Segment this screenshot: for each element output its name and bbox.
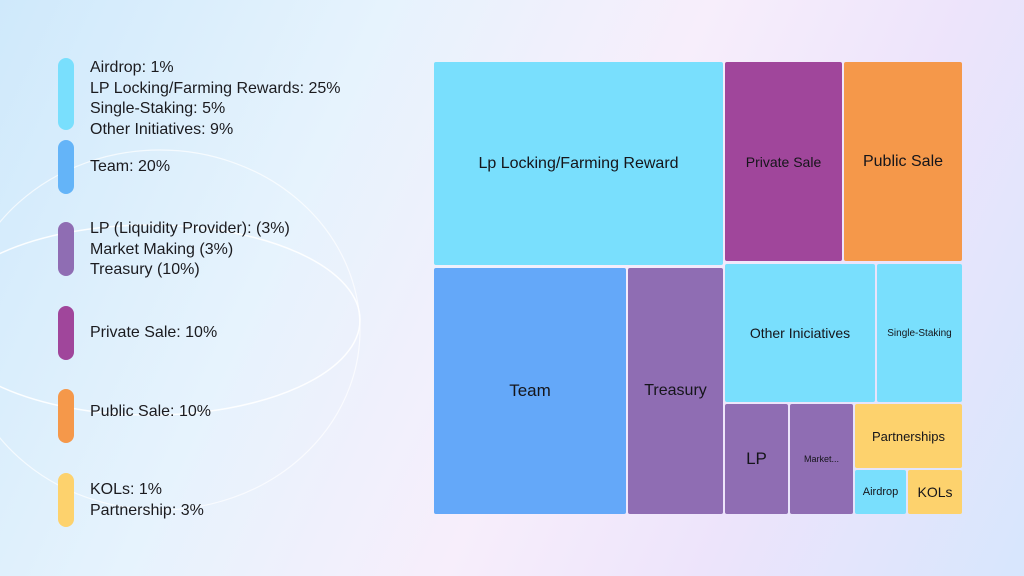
legend-item: LP (Liquidity Provider): (3%) bbox=[90, 220, 290, 237]
legend-swatch bbox=[58, 140, 74, 194]
legend-item: Other Initiatives: 9% bbox=[90, 120, 234, 138]
treemap-tile: Other Iniciatives bbox=[725, 264, 875, 402]
legend-item: Partnership: 3% bbox=[90, 501, 204, 519]
treemap-tile: Market... bbox=[790, 404, 853, 514]
treemap-tile-label: Lp Locking/Farming Reward bbox=[478, 154, 679, 172]
treemap-tile: Airdrop bbox=[855, 470, 906, 514]
legend-swatch bbox=[58, 473, 74, 527]
treemap-tile-label: Treasury bbox=[644, 382, 707, 399]
treemap-tile-label: Airdrop bbox=[862, 486, 899, 498]
legend-item: Team: 20% bbox=[90, 158, 171, 175]
treemap-tile: Partnerships bbox=[855, 404, 962, 468]
treemap-tile: Single-Staking bbox=[877, 264, 962, 402]
legend-swatch bbox=[58, 389, 74, 443]
treemap-tile-label: Team bbox=[509, 381, 551, 400]
treemap-tile-label: Single-Staking bbox=[887, 327, 952, 339]
treemap-tile-label: Partnerships bbox=[872, 428, 945, 444]
treemap-tile-label: Public Sale bbox=[862, 152, 944, 170]
treemap-tile: Treasury bbox=[628, 268, 723, 514]
treemap-tile-label: Market... bbox=[803, 454, 839, 464]
treemap-tile: Public Sale bbox=[844, 62, 962, 261]
treemap-tile: Team bbox=[434, 268, 626, 514]
treemap-tile-label: Private Sale bbox=[745, 153, 822, 170]
legend-item: Private Sale: 10% bbox=[90, 324, 218, 341]
treemap-tile-label: LP bbox=[746, 449, 767, 468]
treemap-tile: LP bbox=[725, 404, 788, 514]
legend-item: LP Locking/Farming Rewards: 25% bbox=[90, 79, 341, 97]
legend: Airdrop: 1% LP Locking/Farming Rewards: 2… bbox=[0, 0, 400, 576]
treemap-tile-label: KOLs bbox=[917, 484, 953, 500]
legend-swatch bbox=[58, 306, 74, 360]
legend-item: Public Sale: 10% bbox=[90, 403, 211, 420]
legend-item: KOLs: 1% bbox=[90, 481, 163, 498]
legend-item: Treasury (10%) bbox=[90, 261, 200, 278]
treemap-tile: Private Sale bbox=[725, 62, 842, 261]
legend-item: Single-Staking: 5% bbox=[90, 100, 226, 117]
treemap-tile: Lp Locking/Farming Reward bbox=[434, 62, 723, 265]
treemap-tile: KOLs bbox=[908, 470, 962, 514]
legend-item: Airdrop: 1% bbox=[90, 59, 174, 76]
legend-swatch bbox=[58, 58, 74, 130]
legend-item: Market Making (3%) bbox=[90, 240, 234, 258]
treemap-tile-label: Other Iniciatives bbox=[749, 325, 851, 341]
legend-swatch bbox=[58, 222, 74, 276]
